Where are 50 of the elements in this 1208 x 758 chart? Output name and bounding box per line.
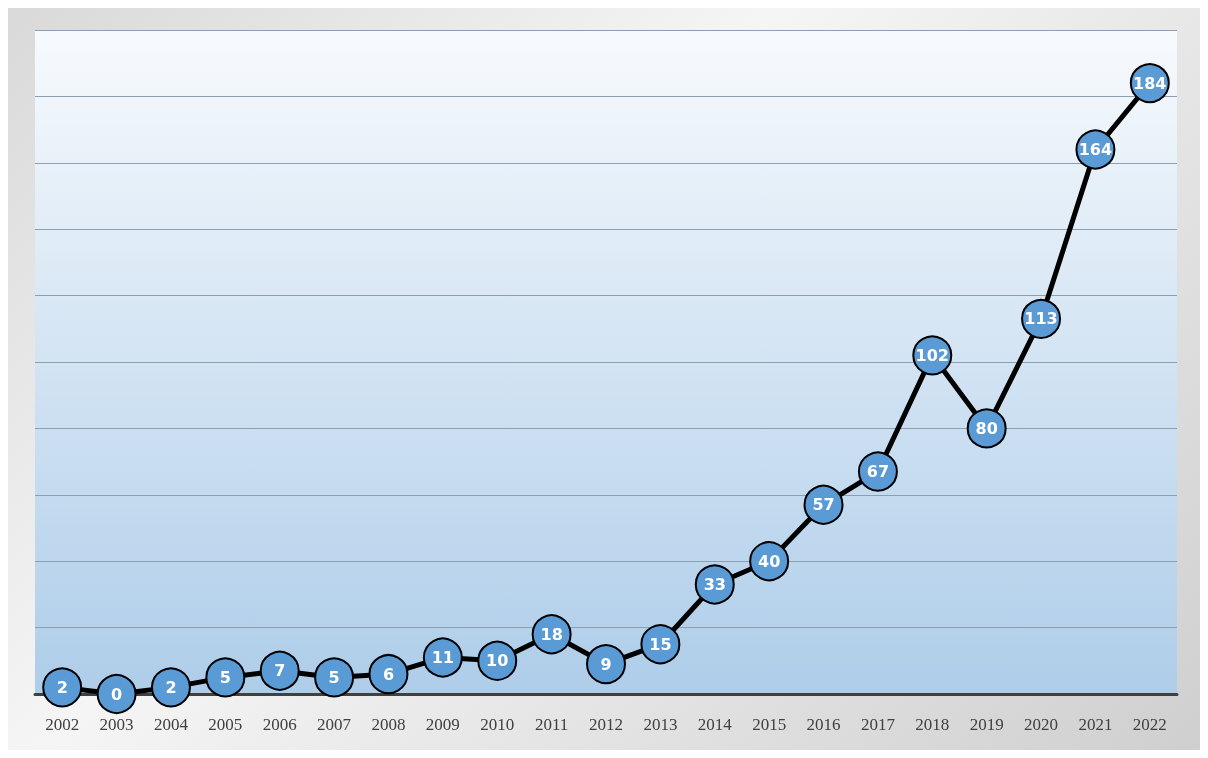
data-label: 9 [600,654,612,674]
x-tick-label: 2003 [99,715,134,734]
data-label: 184 [1133,73,1167,93]
x-tick-label: 2022 [1132,715,1167,734]
data-label: 18 [540,624,563,644]
data-label: 102 [915,345,949,365]
data-label: 10 [486,651,509,671]
x-tick-label: 2002 [45,715,80,734]
x-tick-label: 2004 [153,715,189,734]
data-label: 113 [1024,309,1058,329]
data-label: 15 [649,634,672,654]
x-tick-label: 2017 [860,715,896,734]
point [42,667,83,708]
data-label: 11 [431,647,454,667]
point [205,657,246,698]
point [259,650,300,691]
data-label: 5 [219,667,231,687]
x-tick-label: 2021 [1078,715,1113,734]
data-label: 33 [703,574,726,594]
x-tick-label: 2016 [806,715,841,734]
x-tick-label: 2014 [697,715,733,734]
point [96,674,137,714]
x-tick-label: 2007 [317,715,352,734]
x-tick-label: 2011 [534,715,569,734]
data-label: 80 [975,418,998,438]
data-label: 57 [812,495,835,515]
point [314,657,355,698]
data-label: 7 [274,661,286,681]
data-label: 40 [758,551,781,571]
x-tick-label: 2010 [480,715,515,734]
x-tick-label: 2013 [643,715,678,734]
point [368,654,409,695]
x-tick-label: 2019 [969,715,1004,734]
x-tick-label: 2005 [208,715,243,734]
x-tick-label: 2009 [425,715,460,734]
data-label: 0 [111,684,123,704]
data-label: 5 [328,667,340,687]
data-label: 67 [866,462,890,482]
data-label: 2 [56,677,68,697]
x-tick-label: 2008 [371,715,406,734]
x-tick-label: 2018 [915,715,950,734]
x-tick-label: 2015 [752,715,787,734]
point [150,667,191,708]
x-tick-label: 2020 [1024,715,1059,734]
data-label: 2 [165,677,177,697]
x-tick-label: 2012 [589,715,623,734]
data-label: 164 [1078,140,1113,160]
data-label: 6 [382,664,395,684]
point [586,644,626,685]
x-tick-label: 2006 [262,715,297,734]
